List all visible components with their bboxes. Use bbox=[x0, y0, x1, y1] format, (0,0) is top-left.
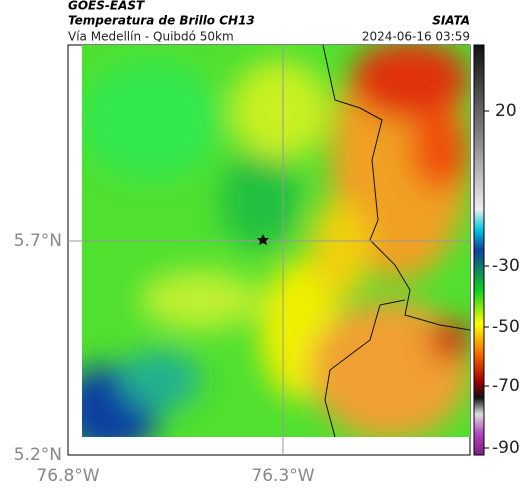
colorbar-label: -30 bbox=[492, 256, 520, 276]
colorbar bbox=[473, 44, 485, 456]
coastline bbox=[322, 44, 471, 331]
colorbar-label: -50 bbox=[492, 317, 520, 337]
location-star bbox=[257, 234, 269, 245]
border bbox=[324, 299, 406, 438]
lon-label: 76.3°W bbox=[251, 466, 314, 486]
route: Vía Medellín - Quibdó 50km bbox=[68, 30, 234, 44]
brightness-image bbox=[82, 45, 470, 437]
colorbar-ticks bbox=[484, 110, 489, 449]
lat-label: 5.2°N bbox=[14, 445, 62, 465]
datetime: 2024-06-16 03:59 bbox=[362, 30, 470, 44]
colorbar-label: 20 bbox=[495, 101, 517, 121]
lat-label: 5.7°N bbox=[14, 231, 62, 251]
title: GOES-EAST bbox=[68, 0, 145, 13]
colorbar-label: -70 bbox=[492, 376, 520, 396]
subtitle: Temperatura de Brillo CH13 bbox=[68, 14, 255, 28]
colorbar-label: -90 bbox=[492, 438, 520, 458]
source: SIATA bbox=[432, 14, 470, 28]
lon-label: 76.8°W bbox=[36, 466, 99, 486]
